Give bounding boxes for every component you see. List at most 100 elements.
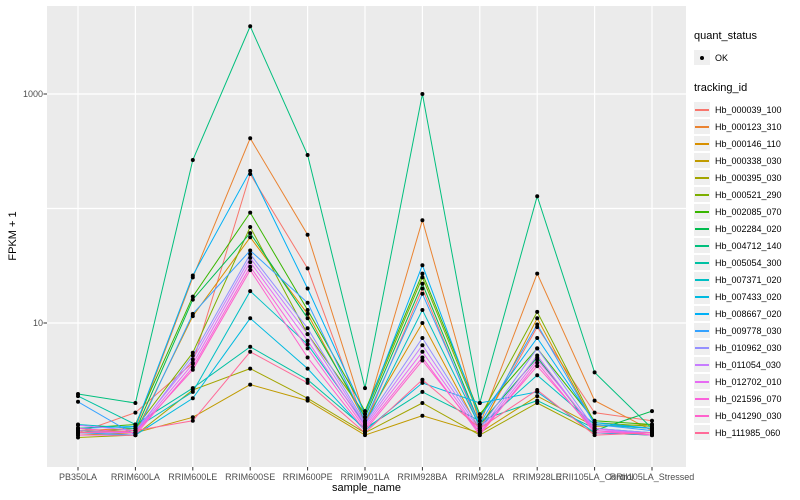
legend-line-swatch-icon: [695, 126, 709, 128]
legend-line-swatch-icon: [695, 313, 709, 315]
data-point: [535, 388, 540, 392]
legend-key: [694, 238, 710, 253]
legend-label-ok: OK: [715, 52, 729, 63]
legend: quant_status OK tracking_id Hb_000039_10…: [694, 30, 800, 441]
legend-line-swatch-icon: [695, 245, 709, 247]
data-point: [363, 412, 367, 417]
data-point: [190, 294, 195, 299]
legend-item-Hb_012702_010: Hb_012702_010: [694, 373, 800, 390]
legend-key: [694, 119, 710, 134]
data-point: [363, 409, 367, 414]
data-point: [592, 422, 597, 427]
data-point: [650, 422, 654, 427]
data-point: [305, 316, 310, 321]
x-tick-label-RRII105LA_Stressed: RRII105LA_Stressed: [609, 472, 695, 482]
data-point: [76, 430, 80, 435]
data-point: [305, 377, 310, 382]
data-point: [248, 260, 253, 265]
data-point: [305, 308, 310, 312]
legend-line-swatch-icon: [695, 347, 709, 349]
data-point: [650, 430, 654, 435]
legend-item-ok: OK: [694, 49, 800, 66]
data-point: [305, 326, 310, 331]
legend-label: Hb_010962_030: [715, 342, 782, 353]
x-tick-label-RRIM901LA: RRIM901LA: [340, 472, 390, 482]
data-point: [420, 271, 425, 276]
legend-line-swatch-icon: [695, 381, 709, 383]
data-point: [420, 286, 425, 291]
data-point: [420, 218, 425, 223]
legend-tracking-id-items: Hb_000039_100 Hb_000123_310 Hb_000146_110 H…: [694, 101, 800, 441]
data-point: [190, 396, 195, 401]
data-point: [535, 316, 540, 321]
data-point: [190, 386, 195, 391]
y-axis-title: FPKM + 1: [7, 211, 19, 261]
legend-key: [694, 153, 710, 168]
legend-label: Hb_000338_030: [715, 155, 782, 166]
legend-key: [694, 170, 710, 185]
legend-label: Hb_005054_300: [715, 257, 782, 268]
data-point: [477, 430, 482, 435]
legend-item-Hb_005054_300: Hb_005054_300: [694, 254, 800, 271]
data-point: [535, 364, 540, 369]
data-point: [248, 316, 253, 321]
data-point: [305, 396, 310, 401]
legend-item-Hb_009778_030: Hb_009778_030: [694, 322, 800, 339]
point-marker-icon: [700, 55, 704, 60]
data-point: [248, 168, 253, 173]
data-point: [535, 394, 540, 399]
data-point: [363, 415, 367, 420]
data-point: [420, 308, 425, 312]
legend-item-Hb_041290_030: Hb_041290_030: [694, 407, 800, 424]
legend-quant-status-title: quant_status: [694, 30, 757, 42]
legend-item-Hb_004712_140: Hb_004712_140: [694, 237, 800, 254]
x-tick-label-RRIM600SE: RRIM600SE: [225, 472, 276, 482]
legend-key: [694, 391, 710, 406]
legend-key: [694, 425, 710, 440]
data-point: [420, 263, 425, 268]
data-point: [535, 271, 540, 276]
legend-item-Hb_010962_030: Hb_010962_030: [694, 339, 800, 356]
data-point: [190, 273, 195, 278]
legend-label: Hb_111985_060: [715, 427, 781, 438]
data-point: [248, 264, 253, 269]
legend-line-swatch-icon: [695, 228, 709, 230]
data-point: [76, 423, 80, 428]
legend-line-swatch-icon: [695, 143, 709, 145]
legend-label: Hb_009778_030: [715, 325, 782, 336]
x-tick-label-RRII105LA_Control: RRII105LA_Control: [555, 472, 634, 482]
data-point: [76, 394, 80, 399]
data-point: [190, 311, 195, 316]
x-tick-label-RRIM928BA: RRIM928BA: [397, 472, 448, 482]
data-point: [133, 401, 138, 405]
legend-line-swatch-icon: [695, 279, 709, 281]
legend-key: [694, 102, 710, 117]
data-point: [420, 92, 425, 96]
data-point: [420, 413, 425, 418]
data-point: [535, 309, 540, 314]
data-point: [248, 248, 253, 253]
data-point: [248, 366, 253, 371]
legend-item-Hb_021596_070: Hb_021596_070: [694, 390, 800, 407]
data-point: [190, 418, 195, 423]
data-point: [305, 266, 310, 271]
y-tick-label: 1000: [22, 89, 43, 99]
legend-label: Hb_021596_070: [715, 393, 782, 404]
legend-line-swatch-icon: [695, 330, 709, 332]
data-point: [477, 401, 482, 405]
data-point: [592, 410, 597, 415]
legend-line-swatch-icon: [695, 364, 709, 366]
legend-key: [694, 357, 710, 372]
legend-label: Hb_000123_310: [715, 121, 782, 132]
data-point: [420, 343, 425, 348]
y-tick-label: 10: [32, 318, 43, 328]
legend-line-swatch-icon: [695, 177, 709, 179]
legend-item-Hb_008667_020: Hb_008667_020: [694, 305, 800, 322]
legend-line-swatch-icon: [695, 262, 709, 264]
data-point: [305, 153, 310, 157]
x-tick-label-RRIM600LE: RRIM600LE: [168, 472, 218, 482]
data-point: [420, 281, 425, 286]
data-point: [190, 357, 195, 362]
